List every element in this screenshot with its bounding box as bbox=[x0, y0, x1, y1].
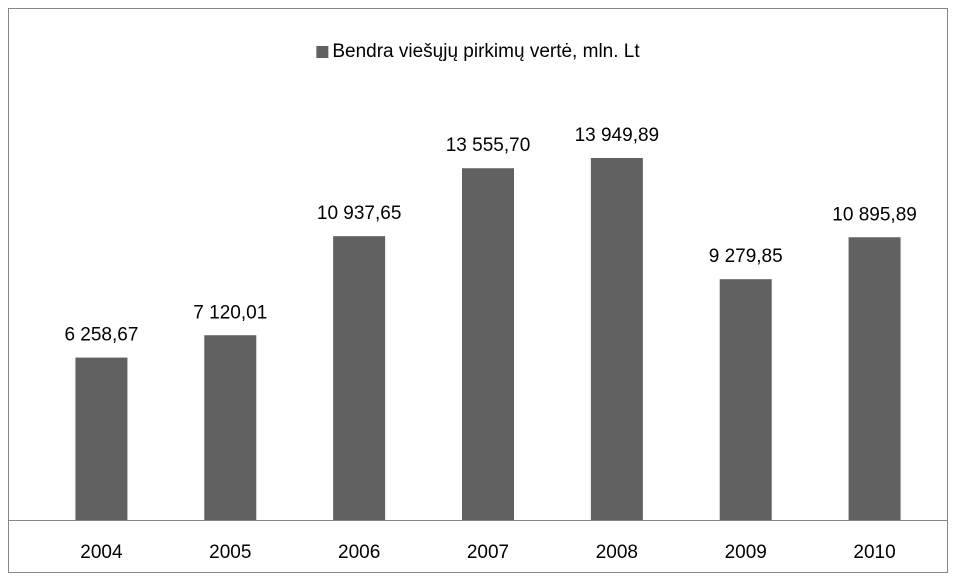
bar bbox=[590, 158, 643, 520]
x-tick-label: 2007 bbox=[467, 542, 509, 563]
value-label: 13 555,70 bbox=[446, 135, 531, 156]
value-label: 6 258,67 bbox=[64, 325, 138, 346]
value-label: 9 279,85 bbox=[709, 246, 783, 267]
legend-label: Bendra viešųjų pirkimų vertė, mln. Lt bbox=[332, 41, 640, 62]
x-tick-label: 2009 bbox=[725, 542, 767, 563]
x-tick-label: 2008 bbox=[596, 542, 638, 563]
bar bbox=[848, 237, 901, 520]
x-tick-label: 2010 bbox=[853, 542, 895, 563]
bar bbox=[204, 335, 257, 520]
x-tick-label: 2005 bbox=[209, 542, 251, 563]
x-tick-label: 2004 bbox=[80, 542, 123, 563]
value-label: 13 949,89 bbox=[575, 125, 660, 146]
bar bbox=[462, 168, 514, 520]
bar bbox=[333, 236, 386, 520]
value-label: 7 120,01 bbox=[193, 302, 267, 323]
bar bbox=[719, 279, 772, 520]
legend-swatch bbox=[316, 46, 329, 58]
value-label: 10 895,89 bbox=[832, 204, 917, 225]
value-label: 10 937,65 bbox=[317, 203, 402, 224]
x-tick-label: 2006 bbox=[338, 542, 380, 563]
bar bbox=[75, 357, 128, 520]
